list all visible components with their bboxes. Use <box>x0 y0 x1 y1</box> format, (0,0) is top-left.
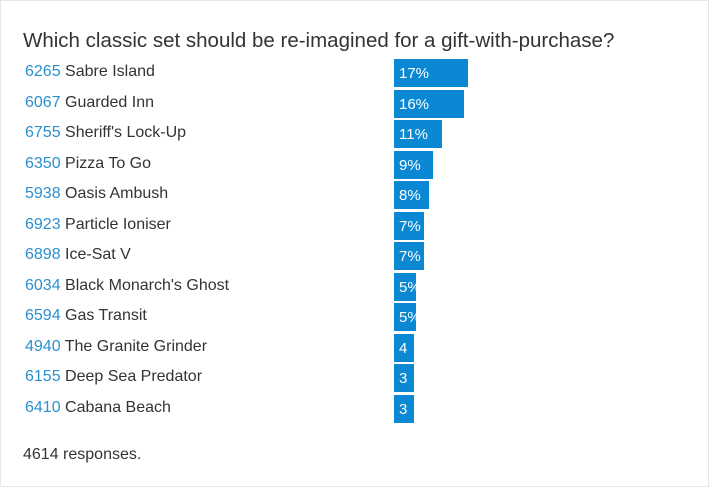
poll-row: 5938 Oasis Ambush 8% <box>1 179 709 209</box>
set-name: Pizza To Go <box>65 154 152 172</box>
poll-row: 6923 Particle Ioniser 7% <box>1 210 709 240</box>
poll-row: 6067 Guarded Inn 16% <box>1 88 709 118</box>
poll-title: Which classic set should be re-imagined … <box>23 29 615 52</box>
set-label: 6350 Pizza To Go <box>25 155 151 173</box>
bar-value-label: 9% <box>399 156 421 174</box>
poll-bar <box>394 150 433 179</box>
set-number: 4940 <box>25 337 61 355</box>
bar-value-label: 17% <box>399 65 430 82</box>
set-number: 6350 <box>25 154 61 172</box>
bar-value-label: 4 <box>399 339 408 357</box>
bar-value-label: 16% <box>399 95 430 113</box>
set-label: 6898 Ice-Sat V <box>25 246 131 264</box>
set-number: 6265 <box>25 63 61 80</box>
set-number: 6067 <box>25 93 61 111</box>
poll-bar <box>394 394 414 423</box>
poll-bar <box>394 303 416 331</box>
set-label: 6034 Black Monarch's Ghost <box>25 277 229 295</box>
set-label: 6594 Gas Transit <box>25 307 147 325</box>
poll-bar <box>394 333 414 362</box>
set-label: 6923 Particle Ioniser <box>25 216 171 234</box>
poll-bar <box>394 59 468 87</box>
poll-row: 6755 Sheriff's Lock-Up 11% <box>1 118 709 148</box>
bar-value-label: 8% <box>399 187 421 204</box>
response-count: 4614 responses. <box>23 446 142 463</box>
set-number: 6923 <box>25 215 61 233</box>
set-number: 6410 <box>25 398 61 416</box>
set-label: 6155 Deep Sea Predator <box>25 368 202 386</box>
set-name: Gas Transit <box>65 307 147 324</box>
poll-row: 6898 Ice-Sat V 7% <box>1 240 709 270</box>
set-number: 6034 <box>25 276 61 294</box>
poll-bar <box>394 364 414 392</box>
poll-bar <box>394 89 464 118</box>
poll-bar <box>394 242 424 270</box>
set-label: 5938 Oasis Ambush <box>25 185 168 203</box>
bar-value-label: 5% <box>399 309 421 326</box>
set-label: 6067 Guarded Inn <box>25 94 154 112</box>
poll-row: 4940 The Granite Grinder 4 <box>1 332 709 362</box>
set-name: Deep Sea Predator <box>65 368 203 385</box>
poll-row: 6594 Gas Transit 5% <box>1 301 709 331</box>
set-name: Oasis Ambush <box>65 185 169 202</box>
poll-bar <box>394 211 424 240</box>
bar-value-label: 7% <box>399 248 421 265</box>
set-number: 5938 <box>25 185 61 202</box>
bar-value-label: 3 <box>399 370 408 387</box>
poll-bar <box>394 181 429 209</box>
set-name: Sheriff's Lock-Up <box>65 124 187 141</box>
bar-value-label: 11% <box>399 126 428 143</box>
set-name: Ice-Sat V <box>65 246 131 263</box>
set-name: The Granite Grinder <box>64 337 208 355</box>
poll-bar <box>394 120 442 148</box>
set-number: 6755 <box>25 124 61 141</box>
poll-row: 6265 Sabre Island 17% <box>1 57 709 87</box>
poll-bar <box>394 272 416 301</box>
set-label: 6755 Sheriff's Lock-Up <box>25 124 186 142</box>
set-number: 6155 <box>25 368 61 385</box>
set-label: 6410 Cabana Beach <box>25 399 171 417</box>
set-name: Guarded Inn <box>65 93 154 111</box>
poll-row: 6155 Deep Sea Predator 3 <box>1 362 709 392</box>
set-name: Black Monarch's Ghost <box>65 276 230 294</box>
bar-value-label: 3 <box>399 400 408 418</box>
set-number: 6594 <box>25 307 61 324</box>
set-name: Sabre Island <box>65 63 155 80</box>
bar-value-label: 5% <box>399 278 421 296</box>
set-label: 6265 Sabre Island <box>25 63 155 81</box>
poll-row: 6410 Cabana Beach 3 <box>1 393 709 423</box>
poll-row: 6034 Black Monarch's Ghost 5% <box>1 271 709 301</box>
bar-value-label: 7% <box>399 217 421 235</box>
set-name: Cabana Beach <box>65 398 171 416</box>
poll-row: 6350 Pizza To Go 9% <box>1 149 709 179</box>
set-number: 6898 <box>25 246 61 263</box>
set-label: 4940 The Granite Grinder <box>25 338 207 356</box>
set-name: Particle Ioniser <box>65 215 171 233</box>
